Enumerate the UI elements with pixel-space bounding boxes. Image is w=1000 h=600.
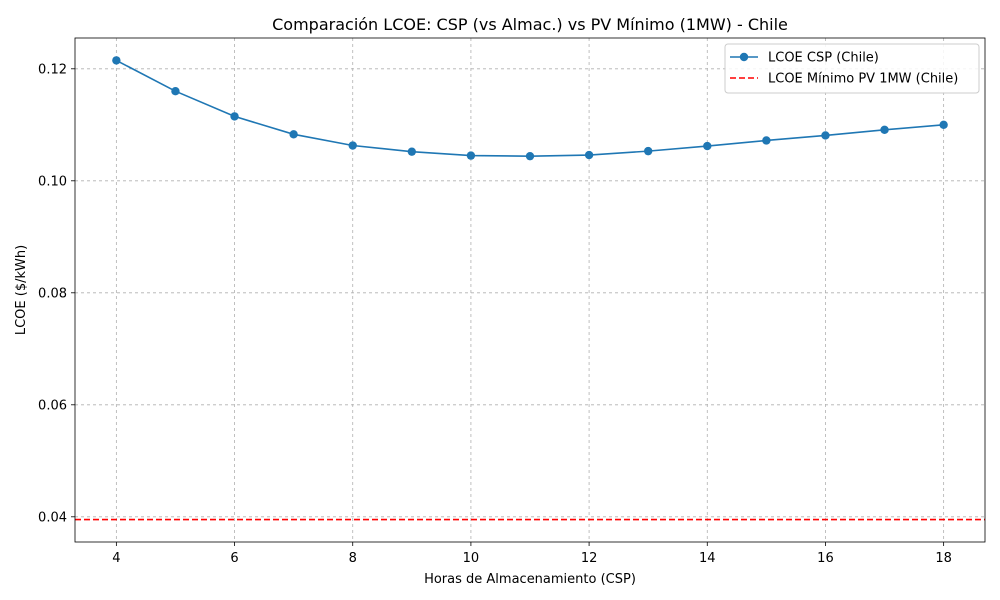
legend-swatch-marker — [739, 52, 749, 62]
x-tick-label: 10 — [463, 551, 480, 566]
csp-lcoe-point — [230, 112, 239, 121]
csp-lcoe-point — [939, 120, 948, 129]
csp-lcoe-point — [821, 131, 830, 140]
x-tick-label: 14 — [699, 551, 716, 566]
y-tick-label: 0.10 — [38, 174, 67, 189]
x-tick-label: 16 — [817, 551, 834, 566]
csp-lcoe-point — [348, 141, 357, 150]
y-tick-label: 0.08 — [38, 286, 67, 301]
csp-lcoe-point — [407, 147, 417, 156]
csp-lcoe-point — [762, 136, 771, 145]
csp-lcoe-point — [880, 125, 889, 135]
plot-frame — [74, 37, 986, 543]
csp-lcoe-point — [525, 151, 535, 161]
chart-title: Comparación LCOE: CSP (vs Almac.) vs PV … — [272, 15, 788, 34]
x-tick-label: 12 — [581, 551, 598, 566]
csp-lcoe-point — [584, 150, 594, 160]
axis-ticks: 4 6 8 10 12 14 16 18 0.04 0.06 0.08 0.10 0.12 — [38, 62, 952, 566]
x-tick-label: 6 — [230, 551, 238, 566]
x-axis-label: Horas de Almacenamiento (CSP) — [424, 572, 636, 587]
y-tick-label: 0.12 — [38, 62, 67, 77]
legend-box — [724, 43, 980, 94]
grid — [75, 38, 985, 542]
x-tick-label: 18 — [935, 551, 952, 566]
x-tick-label: 8 — [349, 551, 357, 566]
y-axis-label: LCOE ($/kWh) — [14, 245, 29, 335]
legend-entry: LCOE CSP (Chile) — [768, 51, 879, 66]
csp-lcoe-point — [289, 130, 298, 139]
csp-lcoe-point — [112, 56, 121, 65]
csp-lcoe-point — [703, 141, 712, 151]
legend-entry: LCOE Mínimo PV 1MW (Chile) — [768, 72, 958, 87]
legend: LCOE CSP (Chile) LCOE Mínimo PV 1MW (Chil… — [724, 43, 980, 94]
series-layer — [75, 56, 985, 521]
csp-lcoe-point — [643, 146, 653, 156]
y-tick-label: 0.06 — [38, 398, 67, 413]
csp-lcoe-point — [171, 87, 180, 96]
x-tick-label: 4 — [112, 551, 120, 566]
y-tick-label: 0.04 — [38, 510, 67, 525]
csp-lcoe-point — [466, 151, 476, 160]
